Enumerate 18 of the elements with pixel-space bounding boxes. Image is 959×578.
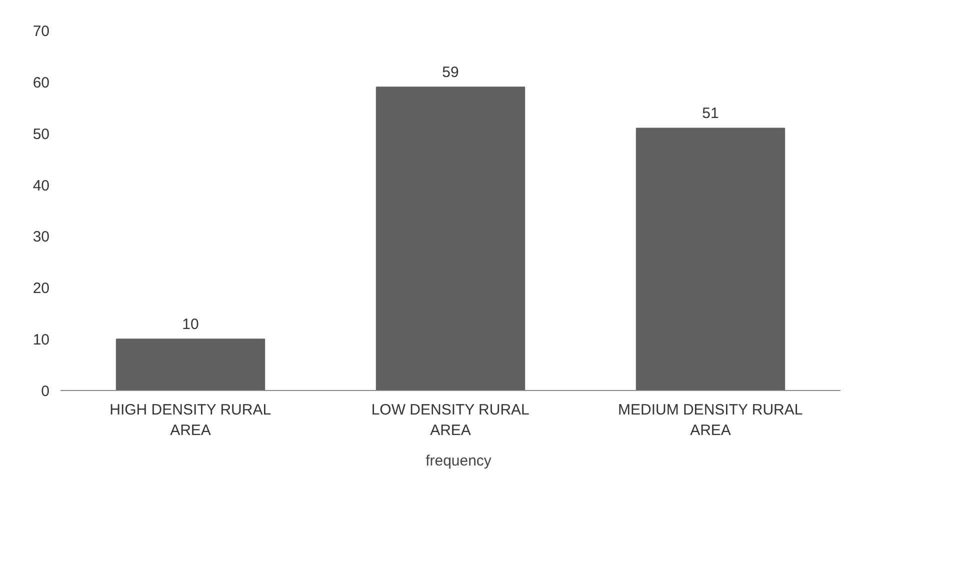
text: frequency <box>426 452 492 470</box>
y-tick-label: 60 <box>32 74 50 92</box>
y-tick-label: 40 <box>32 177 50 194</box>
y-tick-label: 70 <box>32 23 50 40</box>
data-label: 51 <box>702 105 719 122</box>
x-tick-label: MEDIUM DENSITY RURAL AREA <box>618 402 803 439</box>
y-tick-label: 10 <box>32 332 50 349</box>
data-label: 59 <box>442 64 459 82</box>
bar <box>376 86 526 390</box>
x-tick-label: HIGH DENSITY RURAL AREA <box>110 402 272 439</box>
y-tick-label: 50 <box>32 126 50 143</box>
y-tick-label: 20 <box>32 280 50 298</box>
bar <box>636 128 786 390</box>
data-label: 10 <box>182 316 199 334</box>
x-tick-label: LOW DENSITY RURAL AREA <box>371 402 530 439</box>
y-tick-label: 30 <box>32 228 50 246</box>
bar <box>116 338 266 390</box>
y-tick-label: 0 <box>41 383 50 400</box>
